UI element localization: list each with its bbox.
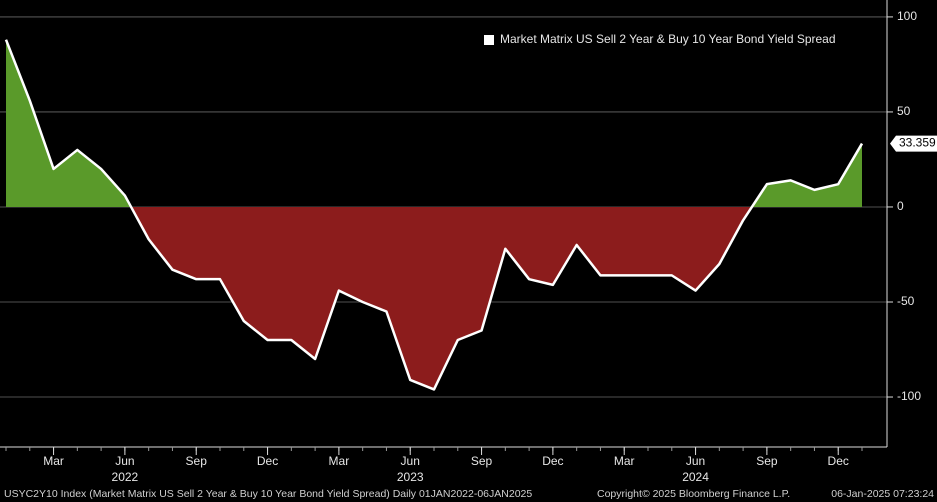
x-tick-label: Sep: [186, 454, 208, 468]
x-tick-label: Jun: [115, 454, 134, 468]
year-label: 2023: [397, 470, 424, 484]
y-tick-label: -50: [897, 294, 915, 308]
x-tick-label: Jun: [401, 454, 420, 468]
x-tick-label: Dec: [257, 454, 278, 468]
positive-area: [6, 39, 862, 207]
x-tick-label: Jun: [686, 454, 705, 468]
x-tick-label: Dec: [828, 454, 849, 468]
x-tick-label: Mar: [329, 454, 350, 468]
legend-label: Market Matrix US Sell 2 Year & Buy 10 Ye…: [500, 32, 836, 46]
y-tick-label: 100: [897, 9, 917, 23]
year-label: 2024: [682, 470, 709, 484]
x-tick-label: Mar: [43, 454, 64, 468]
footer-timestamp: 06-Jan-2025 07:23:24: [831, 488, 934, 500]
x-tick-label: Dec: [542, 454, 563, 468]
footer-copyright: Copyright© 2025 Bloomberg Finance L.P.: [597, 488, 790, 500]
plot-area: 100 50 0 -50 -100 33.359 Mar Jun Sep Dec Mar Jun Sep…: [0, 0, 937, 484]
y-tick-label: 50: [897, 104, 911, 118]
x-tick-label: Sep: [756, 454, 778, 468]
value-label: 33.359: [899, 136, 936, 150]
spread-line: [4, 39, 864, 391]
x-tick-label: Sep: [471, 454, 493, 468]
x-tick-label: Mar: [614, 454, 635, 468]
year-label: 2022: [112, 470, 139, 484]
y-tick-label: -100: [897, 389, 921, 403]
negative-area: [6, 206, 862, 390]
value-tag: [890, 135, 937, 152]
legend-swatch: [484, 35, 494, 45]
footer-description: USYC2Y10 Index (Market Matrix US Sell 2 …: [4, 488, 532, 500]
y-tick-label: 0: [897, 199, 904, 213]
